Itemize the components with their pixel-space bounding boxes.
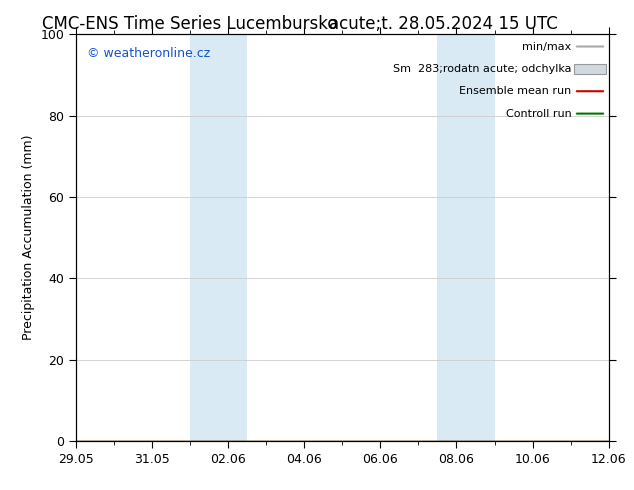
Text: Controll run: Controll run — [505, 109, 571, 119]
Text: Ensemble mean run: Ensemble mean run — [459, 86, 571, 96]
Text: © weatheronline.cz: © weatheronline.cz — [87, 47, 210, 59]
Bar — [190, 34, 247, 441]
Y-axis label: Precipitation Accumulation (mm): Precipitation Accumulation (mm) — [22, 135, 35, 341]
Text: acute;t. 28.05.2024 15 UTC: acute;t. 28.05.2024 15 UTC — [330, 15, 558, 33]
Bar — [437, 34, 495, 441]
Text: min/max: min/max — [522, 42, 571, 51]
Text: Sm  283;rodatn acute; odchylka: Sm 283;rodatn acute; odchylka — [393, 64, 571, 74]
Text: CMC-ENS Time Series Lucembursko: CMC-ENS Time Series Lucembursko — [42, 15, 338, 33]
FancyBboxPatch shape — [574, 64, 606, 74]
